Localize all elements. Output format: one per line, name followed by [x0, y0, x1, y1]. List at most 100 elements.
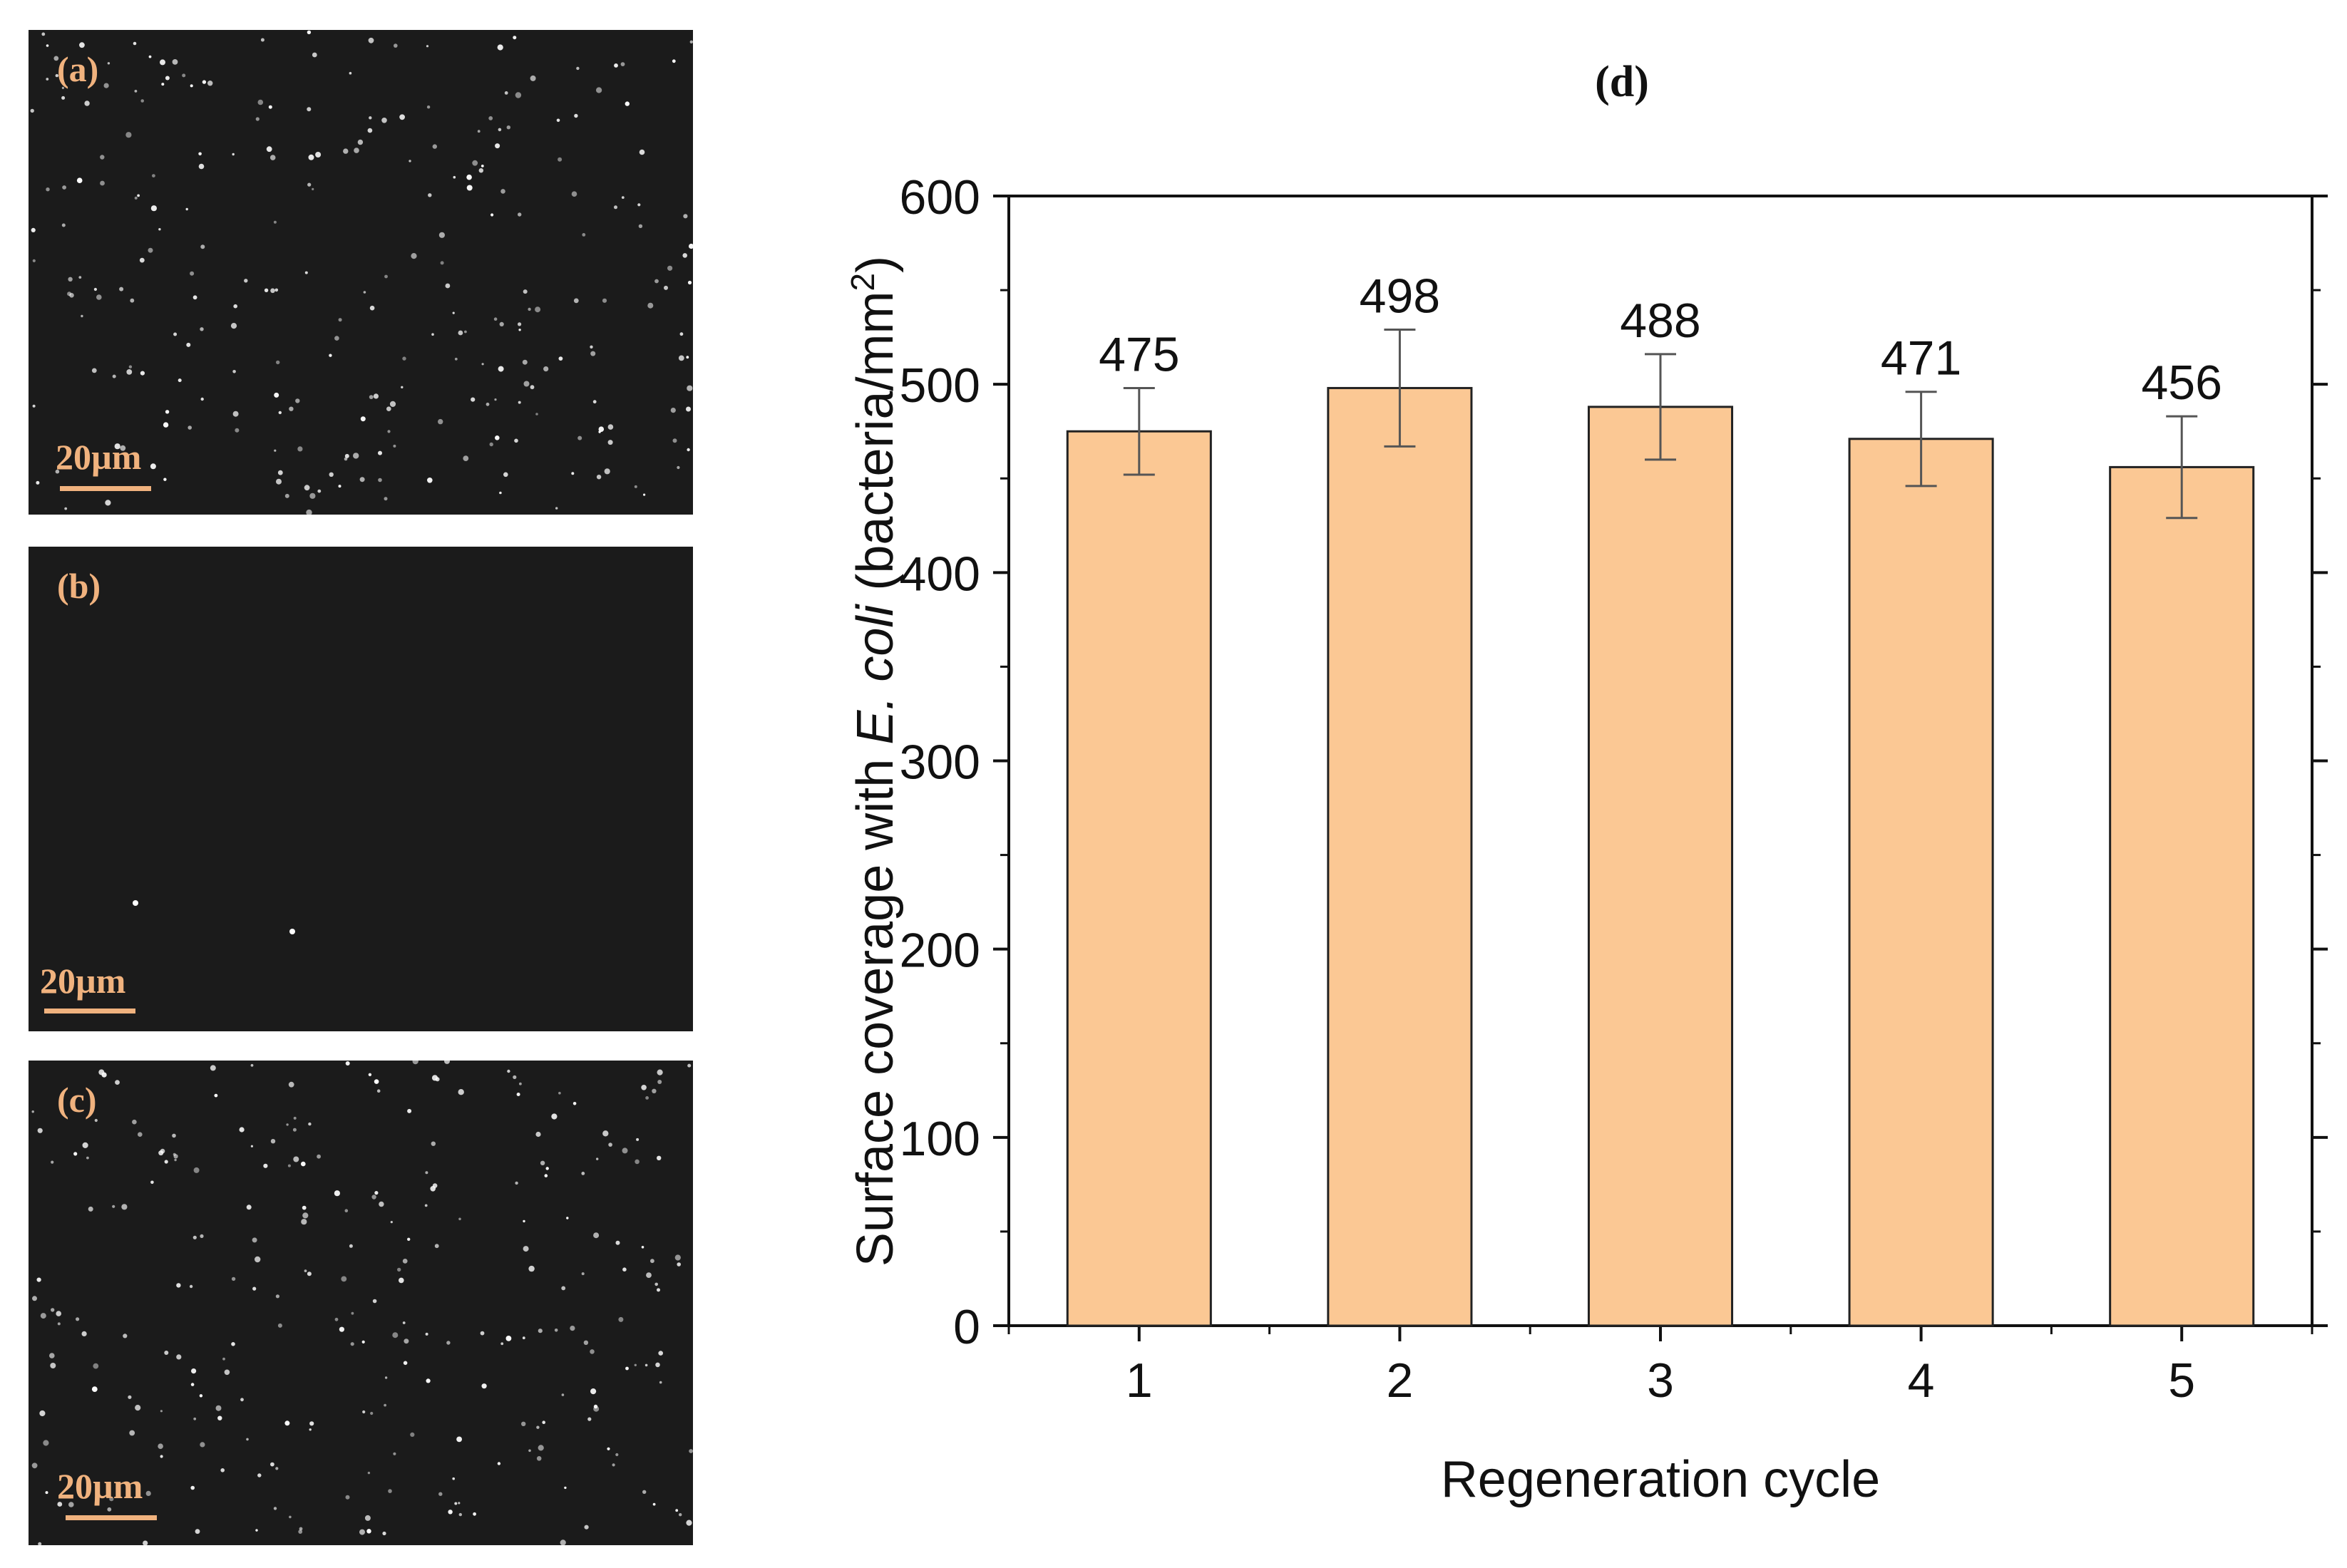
bacterium-spot: [571, 191, 577, 197]
bacterium-spot: [96, 294, 102, 300]
bacterium-spot: [264, 288, 269, 292]
bacterium-spot: [374, 1191, 379, 1195]
bacterium-spot: [424, 1204, 428, 1207]
bacterium-spot: [497, 1462, 501, 1465]
bacterium-spot: [103, 83, 109, 88]
bacterium-spot: [615, 1240, 620, 1245]
bacterium-spot: [140, 99, 144, 103]
bacterium-spot: [480, 1331, 485, 1336]
bacterium-spot: [123, 1334, 128, 1339]
bacterium-spot: [448, 1510, 453, 1515]
bacterium-spot: [454, 357, 458, 361]
bacterium-spot: [622, 1147, 628, 1154]
bacterium-spot: [523, 289, 528, 294]
bacterium-spot: [514, 438, 518, 443]
bacterium-spot: [689, 40, 693, 43]
bacterium-spot: [397, 1267, 401, 1272]
bacterium-spot: [452, 311, 455, 314]
bacterium-spot: [528, 1449, 531, 1453]
bacterium-spot: [393, 444, 396, 448]
bacterium-spot: [190, 1485, 195, 1490]
bacterium-spot: [551, 1113, 558, 1120]
bacterium-spot: [410, 1432, 415, 1437]
bacterium-spot: [678, 355, 684, 361]
bacterium-spot: [518, 329, 521, 331]
bacterium-spot: [638, 224, 643, 228]
bacterium-spot: [583, 1340, 589, 1345]
bacterium-spot: [644, 1363, 648, 1367]
bacterium-spot: [361, 1340, 365, 1343]
bacterium-spot: [362, 1410, 366, 1414]
bacterium-spot: [386, 406, 391, 411]
micrograph-panel-a: (a) 20µm: [29, 30, 693, 515]
bacterium-spot: [190, 271, 195, 276]
bacterium-spot: [217, 1415, 222, 1420]
scale-bar-label-b: 20µm: [40, 961, 126, 1001]
scale-bar-c: [66, 1515, 157, 1520]
bacterium-spot: [275, 1294, 279, 1299]
bacterium-spot: [246, 1438, 249, 1441]
bacterium-spot: [307, 107, 312, 112]
bacterium-spot: [652, 1502, 656, 1506]
bacterium-spot: [312, 52, 317, 58]
bacterium-spot: [277, 470, 283, 475]
bacterium-spot: [625, 1366, 629, 1371]
bacterium-spot: [536, 1425, 540, 1429]
bacterium-spot: [446, 1341, 451, 1345]
bacterium-spot: [190, 84, 193, 88]
bacterium-spot: [558, 1091, 561, 1095]
bacterium-spot: [664, 285, 668, 290]
bacterium-spot: [544, 1174, 548, 1177]
bacterium-spot: [401, 386, 404, 388]
bacterium-spot: [289, 1515, 292, 1519]
bacterium-spot: [139, 257, 145, 263]
bacterium-spot: [50, 1363, 56, 1368]
bacterium-spot: [357, 139, 364, 145]
bacterium-spot: [276, 360, 280, 365]
bacterium-spot: [354, 148, 359, 153]
bacterium-spot: [152, 174, 155, 178]
bacterium-spot: [530, 385, 535, 390]
bacterium-spot: [379, 1201, 384, 1207]
bacterium-spot: [202, 80, 207, 84]
bacterium-spot: [576, 66, 580, 71]
bacterium-spot: [376, 1089, 381, 1093]
micrograph-panel-b: (b) 20µm: [29, 547, 693, 1031]
bacterium-spot: [407, 1108, 412, 1113]
bacterium-spot: [344, 453, 349, 458]
bacterium-spot: [499, 321, 504, 326]
bacterium-spot: [478, 168, 483, 173]
bacterium-spot: [675, 1509, 679, 1512]
bacterium-spot: [298, 1530, 303, 1534]
bacterium-spot: [93, 1363, 99, 1369]
bacterium-spot: [193, 1417, 197, 1420]
bacterium-spot: [344, 457, 348, 461]
bacterium-spot: [530, 75, 536, 81]
y-axis: 0 100 200 300 400 500 600: [900, 170, 2328, 1354]
bacterium-spot: [143, 1540, 148, 1545]
x-axis: 1 2 3 4 5: [1007, 1326, 2313, 1408]
bacterium-spot: [596, 1157, 599, 1160]
bacterium-spot: [62, 185, 66, 190]
bacterium-spot: [458, 1217, 461, 1221]
bacterium-spot: [121, 1204, 128, 1210]
bacterium-spot: [425, 1171, 428, 1175]
bacterium-spot: [37, 1128, 43, 1133]
bacterium-spot: [308, 1122, 312, 1126]
bacterium-spot: [292, 1128, 297, 1132]
bacterium-spot: [46, 78, 49, 81]
bacterium-spot: [453, 175, 456, 179]
bacterium-spot: [41, 32, 46, 36]
bacterium-spot: [239, 1127, 245, 1133]
bacterium-spot: [137, 194, 140, 197]
bacterium-spot: [273, 1507, 277, 1510]
bacterium-spot: [200, 1234, 204, 1238]
bacterium-spot: [399, 1277, 404, 1284]
bacterium-spot: [387, 430, 391, 433]
bacterium-spot: [570, 1326, 575, 1331]
bacterium-spot: [604, 468, 610, 475]
y-axis-title-sup: 2: [844, 273, 881, 292]
bacterium-spot: [584, 1525, 589, 1530]
bacterium-spot: [93, 287, 97, 292]
bacterium-spot: [190, 1383, 195, 1386]
